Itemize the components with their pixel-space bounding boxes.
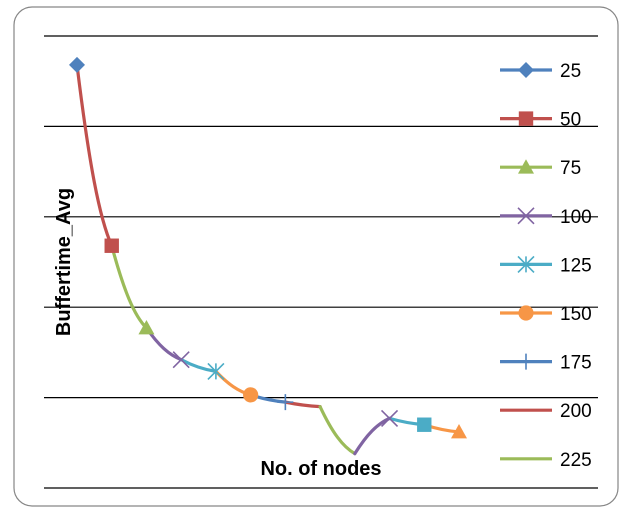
legend-item-0: 25 — [500, 61, 581, 82]
legend-swatch-marker-4 — [517, 255, 535, 273]
series-line-1 — [75, 63, 114, 248]
legend-label-3: 100 — [560, 207, 592, 228]
legend-item-5: 150 — [500, 304, 592, 325]
series-line-4 — [179, 358, 218, 373]
legend-label-5: 150 — [560, 304, 592, 325]
series-marker-6 — [277, 394, 294, 411]
series-marker-10 — [417, 417, 432, 432]
legend-label-2: 75 — [560, 158, 581, 179]
legend-label-7: 200 — [560, 401, 592, 422]
legend-item-7: 200 — [500, 401, 592, 422]
series-markers — [69, 56, 467, 439]
legend-label-0: 25 — [560, 61, 581, 82]
series-marker-2 — [138, 319, 155, 335]
legend-swatch-marker-6 — [518, 353, 534, 370]
gridlines — [44, 35, 598, 489]
legend-item-6: 175 — [500, 353, 592, 374]
x-axis-label: No. of nodes — [260, 458, 381, 480]
series-marker-0 — [69, 56, 85, 73]
legend-item-3: 100 — [500, 207, 592, 228]
series-marker-3 — [172, 351, 190, 369]
series-marker-1 — [104, 238, 119, 253]
series-marker-11 — [451, 423, 467, 439]
legend-label-4: 125 — [560, 255, 592, 276]
legend-label-1: 50 — [560, 110, 581, 131]
chart-border — [13, 6, 619, 507]
legend-swatch-marker-5 — [518, 305, 534, 321]
series-line-9 — [353, 416, 392, 456]
legend-swatch-marker-0 — [518, 62, 534, 78]
legend-item-2: 75 — [500, 158, 581, 179]
legend-swatch-marker-1 — [518, 111, 534, 126]
y-axis-label: Buffertime_Avg — [53, 188, 75, 336]
legend-item-4: 125 — [500, 255, 592, 276]
legend-label-8: 225 — [560, 450, 592, 471]
legend-item-1: 50 — [500, 110, 581, 131]
series-marker-4 — [207, 362, 225, 380]
legend-item-8: 225 — [500, 450, 592, 471]
series-line-8 — [318, 405, 357, 456]
legend-swatch-marker-2 — [518, 159, 534, 174]
legend: 25 50 75 100 125 150 175 200 225 — [500, 61, 592, 471]
legend-swatch-marker-3 — [517, 207, 535, 225]
series-marker-9 — [380, 409, 399, 427]
series-marker-5 — [243, 387, 259, 403]
legend-label-6: 175 — [560, 353, 592, 374]
series-line-2 — [110, 244, 149, 330]
